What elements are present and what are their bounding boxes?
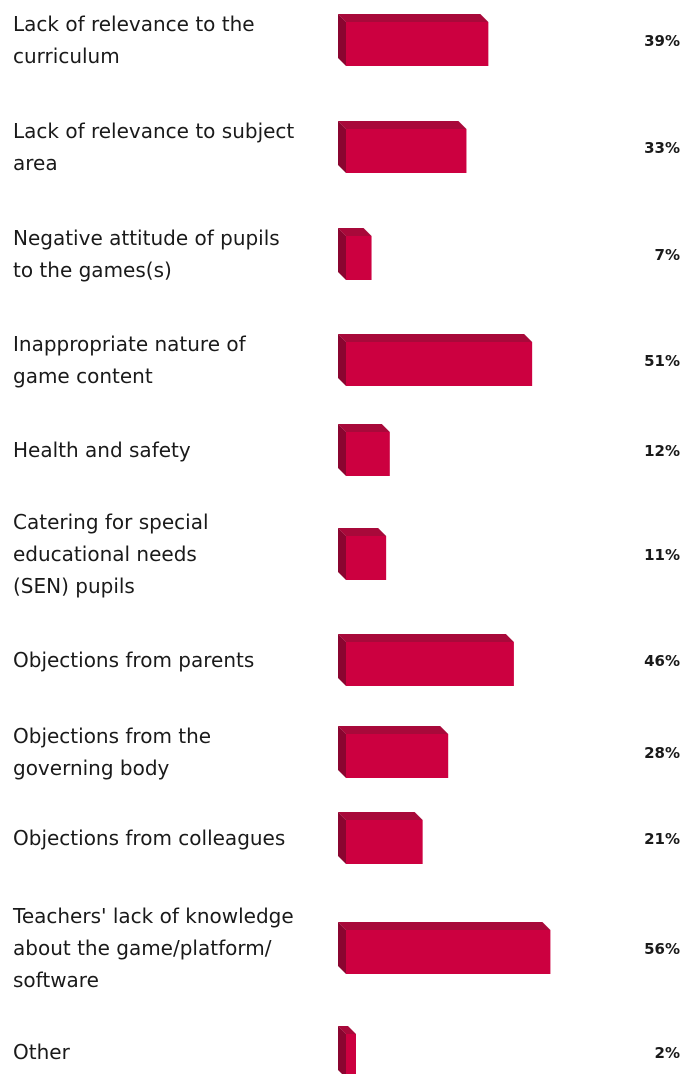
bar-side — [338, 228, 346, 280]
bar-front — [346, 129, 467, 173]
data-label: 46% — [644, 652, 680, 670]
data-label: 33% — [644, 139, 680, 157]
bar — [338, 528, 387, 580]
bar-top — [338, 334, 533, 342]
category-label: Other — [13, 1040, 71, 1064]
bar-front — [346, 734, 449, 778]
category-label: Inappropriate nature of game content — [13, 332, 247, 388]
bar — [338, 424, 390, 476]
bar — [338, 922, 551, 974]
bar-top — [338, 726, 449, 734]
bar-side — [338, 121, 346, 173]
category-label: Catering for special educational needs (SE… — [13, 510, 209, 598]
bar-side — [338, 14, 346, 66]
category-label: Objections from parents — [13, 648, 254, 672]
bar-front — [346, 1034, 356, 1074]
bar-side — [338, 1026, 346, 1074]
bar-front — [346, 536, 387, 580]
bar-front — [346, 930, 551, 974]
category-label: Objections from the governing body — [13, 724, 211, 780]
bar — [338, 726, 449, 778]
data-label: 7% — [655, 246, 680, 264]
bar — [338, 121, 467, 173]
category-label: Negative attitude of pupils to the games(… — [13, 226, 280, 282]
category-label: Teachers' lack of knowledge about the gam… — [12, 904, 294, 992]
category-label: Lack of relevance to the curriculum — [13, 12, 255, 68]
data-label: 39% — [644, 32, 680, 50]
data-label: 11% — [644, 546, 680, 564]
bar-side — [338, 424, 346, 476]
bar-side — [338, 812, 346, 864]
bar-side — [338, 634, 346, 686]
data-label: 21% — [644, 830, 680, 848]
bar — [338, 1026, 356, 1074]
bar — [338, 228, 372, 280]
data-label: 56% — [644, 940, 680, 958]
bar-top — [338, 228, 372, 236]
bar-front — [346, 22, 489, 66]
data-label: 28% — [644, 744, 680, 762]
bar — [338, 812, 423, 864]
bar-top — [338, 634, 514, 642]
data-label: 2% — [655, 1044, 680, 1062]
bar-front — [346, 820, 423, 864]
data-label: 12% — [644, 442, 680, 460]
bar-front — [346, 236, 372, 280]
bar-front — [346, 432, 390, 476]
bar-side — [338, 528, 346, 580]
bar — [338, 334, 533, 386]
bar-side — [338, 334, 346, 386]
bar-front — [346, 642, 514, 686]
bar-top — [338, 812, 423, 820]
bar-top — [338, 528, 387, 536]
bar-top — [338, 121, 467, 129]
bar-side — [338, 922, 346, 974]
bar — [338, 14, 489, 66]
bar-top — [338, 14, 489, 22]
category-label: Health and safety — [13, 438, 191, 462]
bar — [338, 634, 514, 686]
bar-side — [338, 726, 346, 778]
data-label: 51% — [644, 352, 680, 370]
category-label: Objections from colleagues — [13, 826, 285, 850]
category-label: Lack of relevance to subject area — [13, 119, 294, 175]
bar-top — [338, 424, 390, 432]
bar-top — [338, 1026, 356, 1034]
bar-front — [346, 342, 533, 386]
bar-top — [338, 922, 551, 930]
